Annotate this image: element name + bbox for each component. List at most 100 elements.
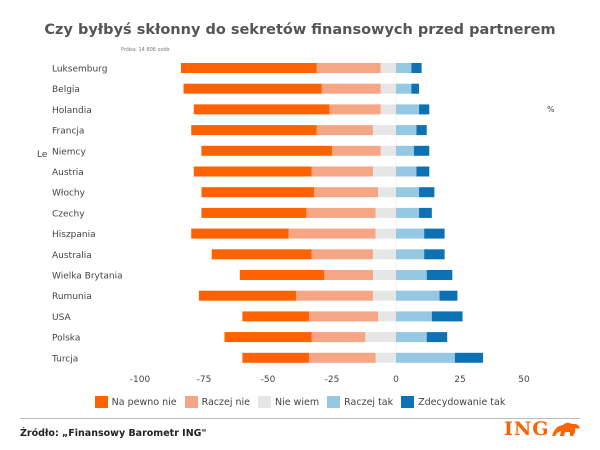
- bar-segment: [288, 228, 376, 239]
- bar-segment: [396, 207, 420, 218]
- bar-segment: [424, 228, 445, 239]
- bar-segment: [180, 63, 317, 73]
- bar-segment: [396, 83, 412, 94]
- ing-logo-text: ING: [504, 418, 550, 440]
- category-label: Rumunia: [52, 292, 92, 302]
- bar-segment: [296, 290, 373, 301]
- bar-segment: [324, 270, 373, 280]
- bar-segment: [416, 166, 430, 177]
- x-tick-label: -75: [197, 375, 212, 385]
- legend-label: Raczej tak: [344, 396, 394, 408]
- bar-segment: [396, 187, 420, 198]
- bar-segment: [396, 332, 427, 343]
- bar-segment: [396, 249, 425, 260]
- x-tick-label: -50: [261, 375, 276, 385]
- legend-item: Raczej nie: [184, 396, 251, 408]
- bar-segment: [396, 145, 414, 156]
- legend-item: Nie wiem: [258, 396, 319, 408]
- bar-segment: [375, 207, 396, 218]
- ing-logo: ING: [504, 418, 583, 440]
- legend-item: Na pewno nie: [94, 396, 177, 408]
- bar-segment: [396, 166, 417, 177]
- bar-segment: [426, 332, 448, 343]
- bar-segment: [424, 249, 445, 260]
- bar-segment: [380, 104, 396, 115]
- bar-segment: [224, 332, 312, 343]
- bar-segment: [308, 352, 376, 363]
- bar-segment: [396, 228, 425, 239]
- bar-segment: [411, 63, 422, 73]
- category-label: Czechy: [52, 209, 85, 219]
- category-label: Belgia: [52, 85, 80, 95]
- stray-percent-label: %: [547, 105, 555, 114]
- bar-segment: [198, 290, 297, 301]
- stray-fragment-label: Le: [37, 150, 48, 160]
- category-label: Holandia: [52, 106, 92, 116]
- bar-segment: [378, 311, 396, 322]
- x-tick-label: 50: [518, 375, 530, 385]
- bar-segment: [396, 270, 427, 280]
- bar-segment: [419, 187, 435, 198]
- bar-segment: [396, 352, 455, 363]
- x-tick-label: -100: [130, 375, 151, 385]
- bar-segment: [191, 228, 289, 239]
- bar-segment: [201, 207, 307, 218]
- bar-segment: [193, 166, 312, 177]
- legend-swatch: [184, 396, 198, 408]
- bar-segment: [396, 311, 432, 322]
- bar-segment: [396, 125, 417, 136]
- bar-segment: [308, 311, 379, 322]
- legend-item: Zdecydowanie tak: [401, 396, 505, 408]
- bar-segment: [316, 63, 381, 73]
- bar-segment: [239, 270, 325, 280]
- legend-label: Raczej nie: [201, 396, 251, 408]
- chart-legend: Na pewno nie Raczej nie Nie wiem Raczej tak…: [0, 396, 600, 408]
- x-tick-label: 25: [454, 375, 465, 385]
- bar-segment: [183, 83, 322, 94]
- source-divider: [20, 418, 580, 419]
- legend-swatch: [401, 396, 415, 408]
- category-label: Wielka Brytania: [52, 272, 123, 282]
- bar-segment: [372, 166, 396, 177]
- category-label: Luksemburg: [52, 65, 107, 75]
- bar-segment: [306, 207, 376, 218]
- bar-segment: [332, 145, 381, 156]
- bar-segment: [380, 63, 396, 73]
- bar-segment: [314, 187, 379, 198]
- chart-subtitle: Próba: 14 806 osób: [121, 47, 170, 53]
- bar-segment: [242, 311, 309, 322]
- category-label: Austria: [52, 168, 84, 178]
- bar-segment: [201, 187, 315, 198]
- x-tick-label: 0: [393, 375, 399, 385]
- bar-segment: [378, 187, 396, 198]
- category-label: Hiszpania: [52, 230, 96, 240]
- category-label: Australia: [52, 251, 92, 261]
- bar-segment: [380, 83, 396, 94]
- category-label: USA: [52, 313, 71, 323]
- bar-segment: [201, 145, 332, 156]
- legend-label: Nie wiem: [275, 396, 320, 408]
- stacked-bar-chart: Luksemburg Belgia Holandia Francja Niemcy Aus…: [51, 60, 530, 385]
- bar-segment: [316, 125, 373, 136]
- bar-segment: [365, 332, 396, 343]
- bar-segment: [431, 311, 463, 322]
- bar-segment: [321, 83, 381, 94]
- bar-segment: [416, 125, 427, 136]
- bar-segment: [311, 166, 373, 177]
- bar-segment: [329, 104, 381, 115]
- bar-segment: [311, 249, 373, 260]
- category-label: Niemcy: [52, 147, 86, 157]
- bar-segment: [242, 352, 309, 363]
- bar-segment: [439, 290, 458, 301]
- legend-swatch: [258, 396, 272, 408]
- x-tick-label: -25: [325, 375, 340, 385]
- legend-item: Raczej tak: [327, 396, 393, 408]
- category-label: Polska: [52, 334, 80, 344]
- category-label: Turcja: [51, 354, 78, 364]
- bar-segment: [193, 104, 330, 115]
- bar-segment: [372, 249, 396, 260]
- bar-segment: [191, 125, 317, 136]
- legend-label: Zdecydowanie tak: [418, 396, 506, 408]
- bar-segment: [419, 207, 432, 218]
- bar-segment: [396, 104, 420, 115]
